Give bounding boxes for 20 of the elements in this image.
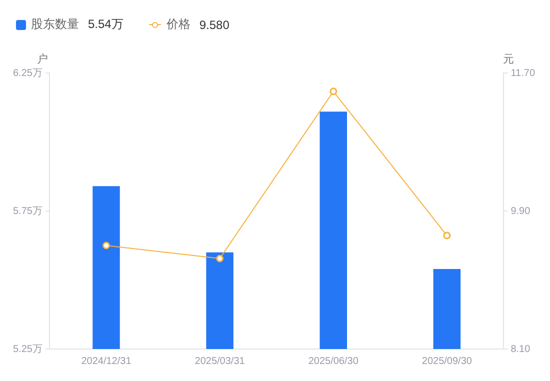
x-tick-label: 2025/06/30 — [308, 356, 359, 367]
legend-label: 股东数量 — [31, 16, 79, 33]
y-tick-label: 5.75万 — [12, 206, 42, 217]
point — [216, 254, 224, 262]
x-tick-label: 2025/03/31 — [194, 356, 246, 367]
x-tick-label: 2025/09/30 — [422, 356, 472, 367]
y-axis-title: 户 — [36, 52, 48, 66]
y2-tick-label: 11.70 — [510, 68, 536, 79]
y-tick-label: 5.25万 — [12, 344, 42, 355]
point — [102, 242, 110, 250]
legend-label: 价格 — [166, 16, 190, 33]
point — [330, 88, 338, 96]
y2-tick-label: 9.90 — [510, 206, 531, 217]
y2-tick-label: 8.10 — [510, 344, 531, 355]
text: 5.54万 — [88, 16, 124, 33]
y2-axis-title: 元 — [503, 54, 514, 66]
point — [443, 232, 451, 240]
y-tick-label: 6.25万 — [12, 68, 42, 79]
x-tick-label: 2024/12/31 — [81, 356, 132, 367]
text: 9.580 — [199, 18, 230, 32]
